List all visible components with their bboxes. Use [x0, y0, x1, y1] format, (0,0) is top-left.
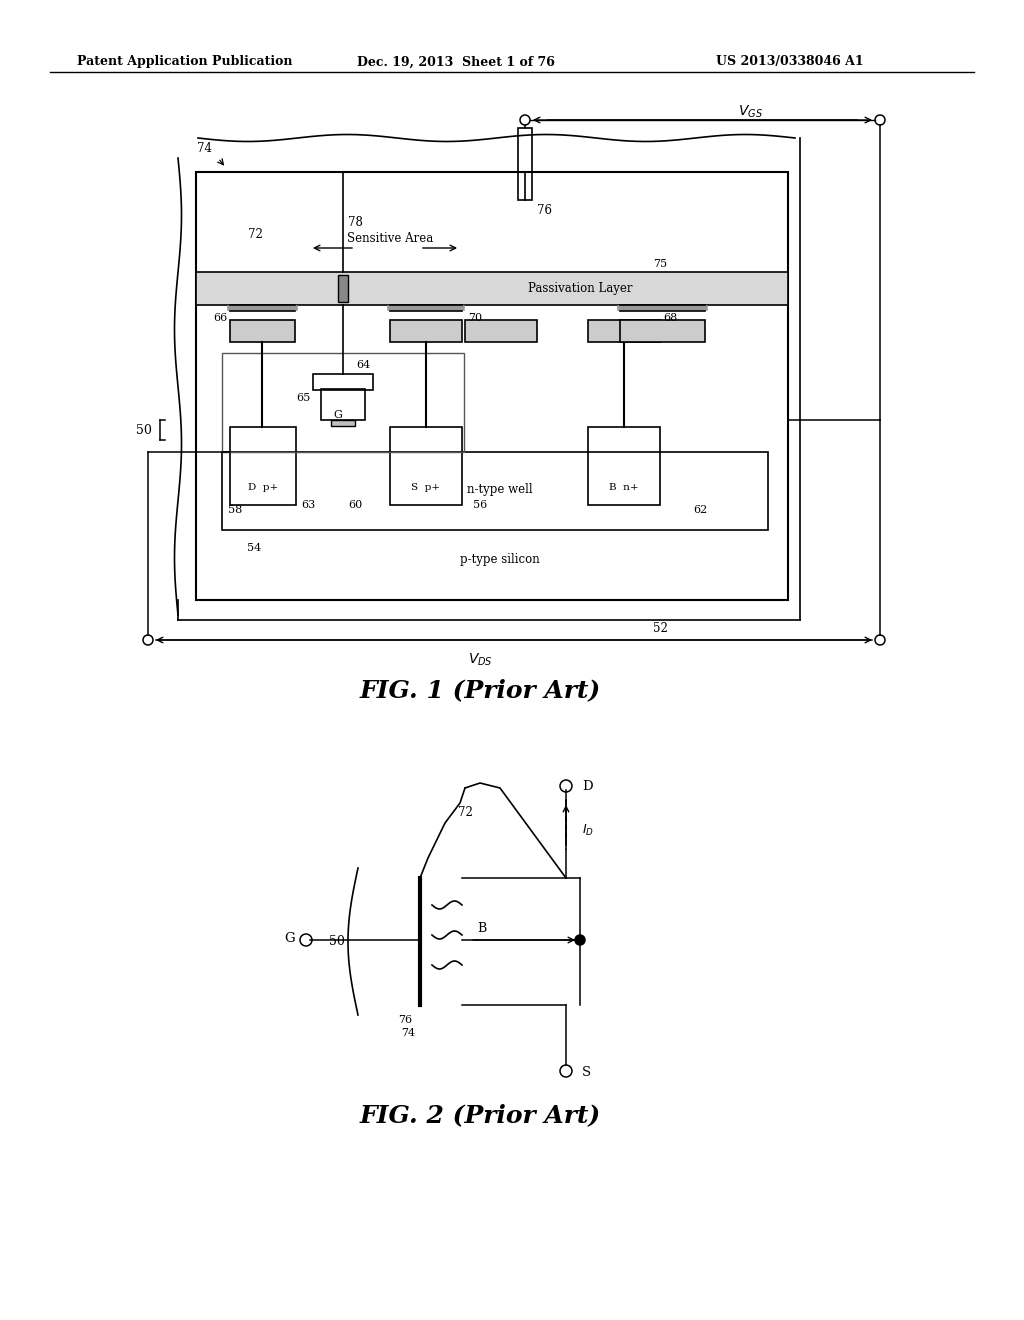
Text: 60: 60 [348, 500, 362, 510]
Text: 70: 70 [468, 313, 482, 323]
Text: G: G [334, 411, 342, 420]
Text: $V_{GS}$: $V_{GS}$ [737, 104, 763, 120]
Text: Passivation Layer: Passivation Layer [527, 282, 632, 294]
Text: p-type silicon: p-type silicon [460, 553, 540, 566]
Text: 66: 66 [213, 313, 227, 323]
Bar [222, 451, 768, 531]
Text: 50: 50 [329, 935, 345, 948]
Bar [196, 172, 788, 601]
Text: 72: 72 [248, 228, 262, 242]
Text: 64: 64 [356, 360, 370, 370]
Text: 63: 63 [301, 500, 315, 510]
Text: Dec. 19, 2013  Sheet 1 of 76: Dec. 19, 2013 Sheet 1 of 76 [357, 55, 555, 69]
Text: 58: 58 [228, 506, 242, 515]
Text: FIG. 1 (Prior Art): FIG. 1 (Prior Art) [359, 678, 601, 702]
Text: 72: 72 [458, 807, 472, 820]
Text: S  p+: S p+ [412, 483, 440, 492]
Text: 68: 68 [663, 313, 677, 323]
Text: D  p+: D p+ [248, 483, 279, 492]
Text: 74: 74 [401, 1028, 415, 1038]
Text: 52: 52 [652, 622, 668, 635]
Bar [222, 352, 464, 451]
Text: 76: 76 [538, 203, 553, 216]
Circle shape [575, 935, 585, 945]
Bar [196, 272, 788, 305]
Text: Patent Application Publication: Patent Application Publication [77, 55, 293, 69]
Text: 50: 50 [136, 424, 152, 437]
Bar [390, 319, 462, 342]
Text: G: G [285, 932, 295, 945]
Bar [321, 389, 365, 420]
Bar [588, 319, 660, 342]
Text: 76: 76 [398, 1015, 412, 1026]
Bar [620, 319, 705, 342]
Text: B  n+: B n+ [609, 483, 639, 492]
Bar [230, 319, 295, 342]
Text: 56: 56 [473, 500, 487, 510]
Text: D: D [582, 780, 593, 792]
Text: 62: 62 [693, 506, 708, 515]
Text: 54: 54 [247, 543, 261, 553]
Text: Sensitive Area: Sensitive Area [347, 231, 433, 244]
Bar [338, 275, 348, 302]
Bar [230, 426, 296, 506]
Text: 75: 75 [653, 259, 667, 269]
Bar [588, 426, 660, 506]
Text: $V_{DS}$: $V_{DS}$ [468, 652, 493, 668]
Bar [465, 319, 537, 342]
Text: FIG. 2 (Prior Art): FIG. 2 (Prior Art) [359, 1104, 601, 1127]
Text: 74: 74 [198, 141, 213, 154]
Bar [331, 420, 355, 426]
Text: US 2013/0338046 A1: US 2013/0338046 A1 [716, 55, 864, 69]
Text: B: B [477, 921, 486, 935]
Bar [518, 128, 532, 201]
Bar [313, 374, 373, 389]
Text: $I_D$: $I_D$ [582, 822, 594, 838]
Text: 78: 78 [347, 215, 362, 228]
Text: n-type well: n-type well [467, 483, 532, 496]
Text: S: S [582, 1065, 591, 1078]
Text: 65: 65 [296, 393, 310, 403]
Bar [390, 426, 462, 506]
